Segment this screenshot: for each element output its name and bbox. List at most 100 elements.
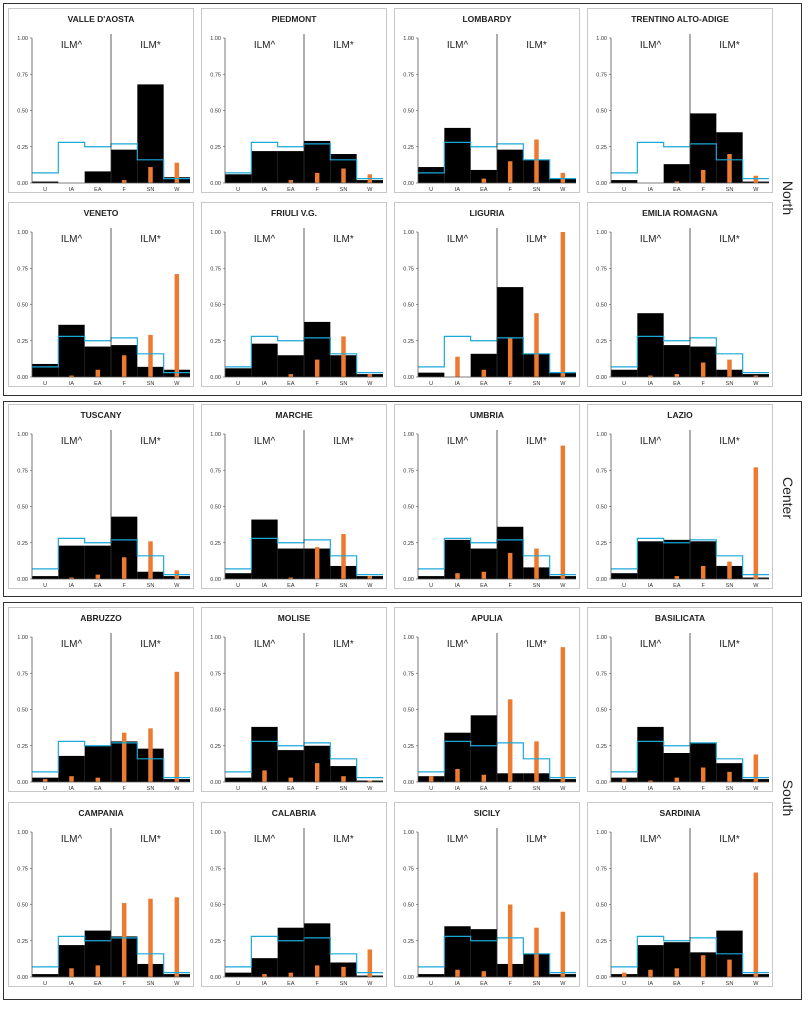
ilm-right-label: ILM* [719, 436, 740, 447]
x-tick-label-ea: EA [94, 381, 102, 387]
orange-bar-ea [95, 369, 101, 377]
orange-bar-sn [534, 927, 539, 977]
y-tick-label: 1.00 [17, 830, 28, 836]
x-tick-label-sn: SN [533, 786, 541, 792]
ilm-left-label: ILM^ [61, 234, 83, 245]
orange-bar-ea [95, 965, 101, 977]
x-tick-label-ea: EA [287, 786, 295, 792]
x-tick-label-ea: EA [480, 981, 488, 987]
x-tick-label-ia: IA [648, 786, 654, 792]
x-tick-label-ea: EA [287, 187, 295, 193]
y-tick-label: 0.25 [210, 541, 221, 547]
y-tick-label: 1.00 [210, 830, 221, 836]
orange-bar-ia [455, 768, 460, 782]
hist-bar-ea [277, 750, 304, 782]
panel-abruzzo: ABRUZZO 0.00 0.25 0.50 0.75 1.00 ILM^ ILM* U IA EA… [8, 607, 194, 792]
y-tick-label: 0.25 [596, 744, 607, 750]
orange-bar-f [121, 732, 127, 782]
x-tick-label-ia: IA [648, 981, 654, 987]
y-tick-label: 0.75 [403, 866, 414, 872]
y-tick-label: 0.00 [403, 780, 414, 786]
y-tick-label: 0.50 [17, 109, 28, 115]
hist-bar-ia [637, 313, 664, 377]
orange-bar-sn [148, 334, 153, 377]
x-tick-label-u: U [622, 187, 626, 193]
x-tick-label-sn: SN [147, 381, 155, 387]
orange-bar-sn [727, 959, 732, 977]
x-tick-label-ea: EA [94, 981, 102, 987]
ilm-left-label: ILM^ [61, 834, 83, 845]
x-tick-label-ia: IA [455, 786, 461, 792]
panel-trentino-alto-adige: TRENTINO ALTO-ADIGE 0.00 0.25 0.50 0.75 1.00 I… [587, 8, 773, 193]
orange-bar-ea [95, 777, 101, 782]
x-tick-label-ia: IA [69, 187, 75, 193]
panel-title: LOMBARDY [462, 14, 511, 24]
x-tick-label-sn: SN [340, 786, 348, 792]
x-tick-label-u: U [429, 583, 433, 589]
orange-bar-ia [69, 375, 74, 377]
orange-bar-f [314, 547, 320, 579]
x-tick-label-u: U [43, 583, 47, 589]
panel-frame [8, 8, 194, 193]
hist-bar-ea [84, 745, 111, 782]
x-tick-label-u: U [429, 786, 433, 792]
ilm-right-label: ILM* [719, 234, 740, 245]
ilm-right-label: ILM* [526, 234, 547, 245]
x-tick-label-w: W [753, 786, 759, 792]
panel-campania: CAMPANIA 0.00 0.25 0.50 0.75 1.00 ILM^ ILM* U IA E… [8, 802, 194, 987]
hist-bar-u [225, 573, 252, 579]
ilm-left-label: ILM^ [447, 436, 469, 447]
x-tick-label-ea: EA [480, 381, 488, 387]
y-tick-label: 1.00 [403, 230, 414, 236]
panel-piedmont: PIEDMONT 0.00 0.25 0.50 0.75 1.00 ILM^ ILM* U IA E… [201, 8, 387, 193]
y-tick-label: 0.50 [596, 708, 607, 714]
panel-title: ABRUZZO [80, 613, 122, 623]
hist-bar-u [418, 576, 445, 579]
orange-bar-sn [341, 776, 346, 782]
y-tick-label: 1.00 [17, 36, 28, 42]
x-tick-label-sn: SN [340, 981, 348, 987]
x-tick-label-w: W [367, 187, 373, 193]
x-tick-label-ia: IA [69, 786, 75, 792]
hist-bar-ea [470, 929, 497, 977]
y-tick-label: 0.00 [596, 577, 607, 583]
hist-bar-u [32, 974, 59, 977]
x-tick-label-w: W [174, 786, 180, 792]
orange-bar-f [700, 169, 706, 183]
panel-title: FRIULI V.G. [271, 208, 317, 218]
hist-bar-sn [137, 84, 164, 183]
hist-bar-ea [663, 345, 690, 377]
y-tick-label: 0.00 [403, 577, 414, 583]
ilm-right-label: ILM* [333, 834, 354, 845]
y-tick-label: 0.00 [210, 375, 221, 381]
ilm-left-label: ILM^ [640, 639, 662, 650]
ilm-right-label: ILM* [719, 639, 740, 650]
orange-bar-w [753, 754, 759, 782]
x-tick-label-w: W [753, 981, 759, 987]
y-tick-label: 0.00 [17, 375, 28, 381]
ilm-left-label: ILM^ [61, 436, 83, 447]
x-tick-label-w: W [174, 187, 180, 193]
y-tick-label: 0.50 [403, 708, 414, 714]
x-tick-label-sn: SN [533, 381, 541, 387]
orange-bar-w [560, 172, 566, 183]
x-tick-label-w: W [753, 187, 759, 193]
y-tick-label: 0.75 [210, 468, 221, 474]
hist-bar-ea [84, 171, 111, 183]
ilm-left-label: ILM^ [254, 436, 276, 447]
hist-bar-ia [251, 151, 278, 183]
x-tick-label-ia: IA [262, 981, 268, 987]
hist-bar-u [225, 777, 252, 782]
panel-emilia-romagna: EMILIA ROMAGNA 0.00 0.25 0.50 0.75 1.00 ILM^ IL… [587, 202, 773, 387]
hist-bar-ia [444, 127, 471, 183]
panel-tuscany: TUSCANY 0.00 0.25 0.50 0.75 1.00 ILM^ ILM* U IA EA… [8, 404, 194, 589]
y-tick-label: 0.75 [17, 72, 28, 78]
y-tick-label: 0.00 [596, 780, 607, 786]
orange-bar-w [174, 897, 180, 977]
y-tick-label: 0.25 [17, 541, 28, 547]
x-tick-label-f: F [315, 381, 319, 387]
x-tick-label-f: F [508, 187, 512, 193]
panel-title: TUSCANY [80, 410, 121, 420]
y-tick-label: 0.25 [17, 939, 28, 945]
y-tick-label: 0.00 [210, 577, 221, 583]
